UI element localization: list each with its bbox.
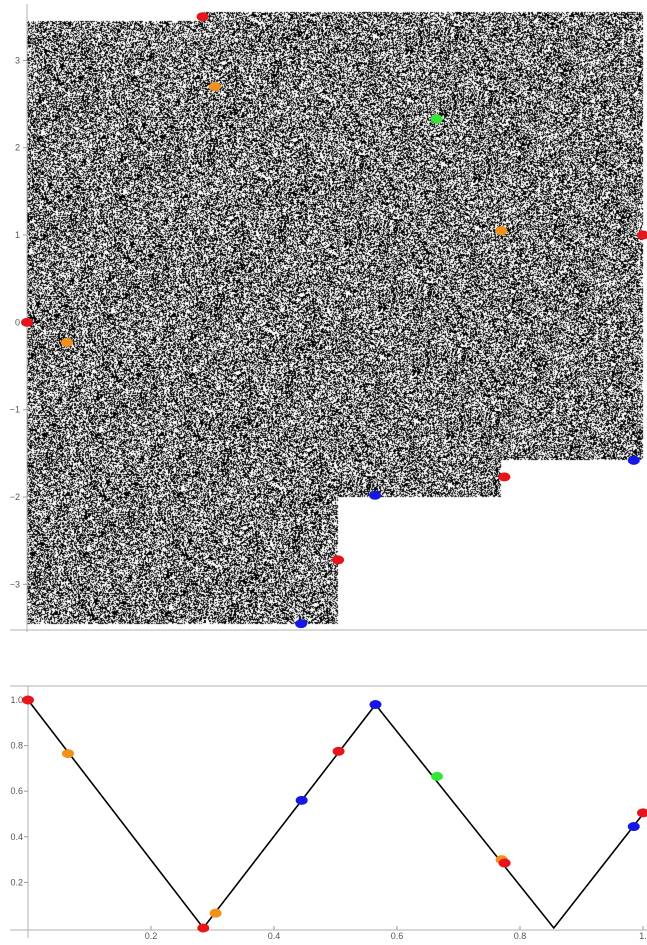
y-tick-label: −3 [10, 579, 20, 589]
data-point [21, 317, 33, 327]
x-tick-label: 0.4 [268, 931, 281, 940]
data-point [208, 82, 221, 92]
data-point [430, 114, 443, 124]
scatter-chart-svg: −3 −2 −1 0 1 2 3 [10, 4, 647, 632]
data-point [22, 695, 34, 705]
y-tick-label: 0.6 [10, 786, 23, 796]
data-point [61, 749, 74, 759]
y-tick-label: 0.2 [10, 877, 23, 887]
data-point [196, 12, 209, 22]
data-point [197, 923, 210, 933]
y-tick-label: 1.0 [10, 695, 23, 705]
data-point [498, 472, 511, 482]
x-tick-label: 0.2 [145, 931, 158, 940]
data-point [430, 771, 443, 781]
line-chart-svg: 0.2 0.4 0.6 0.8 1.0 0.2 0.4 0.6 0.8 1. [10, 685, 647, 941]
data-point [295, 619, 308, 629]
data-point [627, 455, 640, 465]
data-point [369, 490, 382, 500]
x-tick-label: 0.6 [391, 931, 404, 940]
y-tick-label: 3 [15, 55, 20, 65]
data-point [627, 822, 640, 832]
data-point [332, 746, 345, 756]
y-tick-label: 0.4 [10, 832, 23, 842]
x-tick-label: 1. [639, 931, 647, 940]
noise-region-canvas [0, 0, 647, 640]
data-point [495, 226, 508, 236]
data-point [61, 337, 74, 347]
x-tick-label: 0.8 [514, 931, 527, 940]
data-point [295, 795, 308, 805]
y-tick-label: 2 [15, 143, 20, 153]
line-chart: 0.2 0.4 0.6 0.8 1.0 0.2 0.4 0.6 0.8 1. [0, 660, 647, 941]
y-tick-label: 1 [15, 230, 20, 240]
scatter-chart: −3 −2 −1 0 1 2 3 [0, 0, 647, 640]
data-point [637, 230, 647, 240]
y-tick-label: 0.8 [10, 741, 23, 751]
y-tick-label: 0 [15, 317, 20, 327]
data-point [498, 858, 511, 868]
data-point [637, 808, 647, 818]
data-point [209, 908, 222, 918]
series-line [27, 699, 644, 930]
data-point [369, 700, 382, 710]
data-point [332, 555, 345, 565]
y-tick-label: −2 [10, 492, 20, 502]
y-tick-label: −1 [10, 405, 20, 415]
